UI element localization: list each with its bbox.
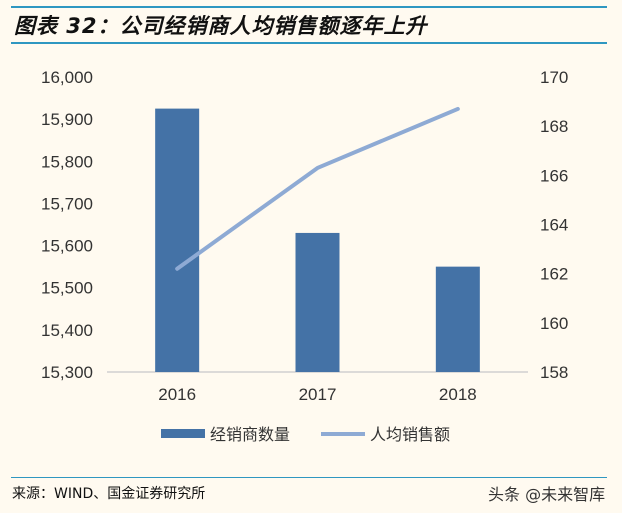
y-left-tick-label: 15,300	[41, 363, 93, 382]
y-right-tick-label: 166	[540, 166, 568, 185]
x-tick-label: 2016	[158, 385, 196, 404]
y-right-tick-label: 164	[540, 216, 568, 235]
x-tick-label: 2018	[439, 385, 477, 404]
legend-label-bar: 经销商数量	[210, 425, 290, 444]
x-tick-label: 2017	[299, 385, 337, 404]
y-left-tick-label: 15,900	[41, 110, 93, 129]
bar-2016	[155, 108, 200, 372]
y-left-tick-label: 15,600	[41, 237, 93, 256]
y-left-tick-label: 15,400	[41, 321, 93, 340]
title-top-rule	[11, 6, 607, 8]
title-bottom-rule	[11, 42, 607, 44]
y-left-tick-label: 15,500	[41, 279, 93, 298]
y-left-tick-label: 15,800	[41, 152, 93, 171]
combo-chart: 15,300 15,400 15,500 15,600 15,700 15,800 15,9…	[41, 68, 568, 444]
bar-2017	[295, 232, 340, 372]
y-right-tick-label: 158	[540, 363, 568, 382]
chart-title: 图表 32：公司经销商人均销售额逐年上升	[14, 14, 428, 38]
y-left-tick-label: 16,000	[41, 68, 93, 87]
bar-2018	[435, 266, 480, 372]
y-right-tick-label: 160	[540, 314, 568, 333]
y-left-tick-label: 15,700	[41, 194, 93, 213]
watermark: 头条 @未来智库	[488, 485, 606, 504]
legend-label-line: 人均销售额	[370, 425, 450, 444]
y-right-tick-label: 168	[540, 117, 568, 136]
y-right-tick-label: 162	[540, 265, 568, 284]
source-note: 来源：WIND、国金证券研究所	[12, 486, 206, 502]
legend-swatch-bar	[161, 429, 205, 438]
source-rule	[11, 477, 607, 478]
y-right-tick-label: 170	[540, 68, 568, 87]
